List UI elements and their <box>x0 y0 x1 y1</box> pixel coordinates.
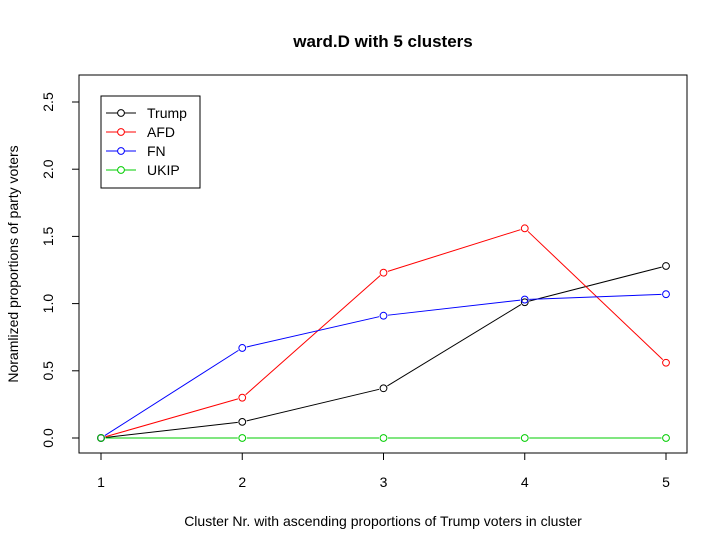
chart-title: ward.D with 5 clusters <box>292 32 473 51</box>
series-trump-point <box>379 384 388 393</box>
x-tick-label: 1 <box>97 474 105 490</box>
y-tick-label: 0.0 <box>40 428 56 448</box>
legend-item-trump: Trump <box>106 105 187 121</box>
legend: Trump AFD FN UKIP <box>100 95 201 189</box>
series-trump-point <box>238 417 247 426</box>
y-tick-label: 1.0 <box>40 294 56 314</box>
series-fn-segment <box>387 299 521 316</box>
series-fn-point <box>520 295 529 304</box>
y-axis: 0.0 0.5 1.0 1.5 2.0 2.5 <box>40 92 80 448</box>
series-fn-point <box>379 311 388 320</box>
legend-label-ukip: UKIP <box>147 162 180 178</box>
legend-marker-trump <box>117 109 125 117</box>
x-tick-label: 3 <box>380 474 388 490</box>
legend-marker-ukip <box>117 166 125 174</box>
series-afd-segment <box>387 229 521 272</box>
series-afd <box>97 224 670 442</box>
series-group <box>97 224 670 442</box>
y-tick-label: 2.0 <box>40 159 56 179</box>
series-fn-segment <box>529 293 662 300</box>
series-trump <box>97 262 670 442</box>
x-axis-label: Cluster Nr. with ascending proportions o… <box>184 513 582 529</box>
y-tick-label: 0.5 <box>40 361 56 381</box>
series-ukip-point <box>379 434 388 442</box>
x-tick-label: 2 <box>238 474 246 490</box>
series-afd-point <box>662 358 670 367</box>
series-afd-segment <box>245 275 381 396</box>
series-trump-segment <box>528 266 662 302</box>
x-tick-label: 5 <box>662 474 670 490</box>
series-fn <box>97 290 670 442</box>
series-afd-segment <box>527 231 664 360</box>
series-fn-point <box>238 344 247 352</box>
series-ukip-point <box>520 434 529 442</box>
legend-item-ukip: UKIP <box>106 162 180 178</box>
y-axis-label: Noramlized proportions of party voters <box>5 145 21 382</box>
series-afd-point <box>238 393 247 402</box>
legend-label-trump: Trump <box>147 105 187 121</box>
series-fn-point <box>662 290 670 299</box>
series-ukip <box>97 434 670 442</box>
legend-marker-fn <box>117 147 125 155</box>
legend-box <box>100 95 201 189</box>
legend-label-fn: FN <box>147 143 166 159</box>
series-fn-segment <box>104 349 239 437</box>
y-tick-label: 1.5 <box>40 226 56 246</box>
series-afd-point <box>379 268 388 277</box>
series-trump-segment <box>246 388 380 422</box>
y-tick-label: 2.5 <box>40 92 56 112</box>
legend-marker-afd <box>117 128 125 136</box>
legend-label-afd: AFD <box>147 124 175 140</box>
legend-item-afd: AFD <box>106 124 175 140</box>
series-ukip-point <box>238 434 247 442</box>
series-trump-point <box>520 298 529 307</box>
series-trump-point <box>662 262 670 270</box>
x-axis: 1 2 3 4 5 <box>97 452 670 490</box>
series-ukip-point <box>662 434 670 442</box>
series-ukip-point <box>97 434 105 442</box>
series-trump-segment <box>105 421 238 438</box>
x-tick-label: 4 <box>521 474 529 490</box>
series-fn-segment <box>246 316 380 348</box>
series-afd-point <box>520 224 529 233</box>
legend-item-fn: FN <box>106 143 166 159</box>
series-trump-segment <box>387 304 522 387</box>
series-afd-segment <box>105 398 239 438</box>
